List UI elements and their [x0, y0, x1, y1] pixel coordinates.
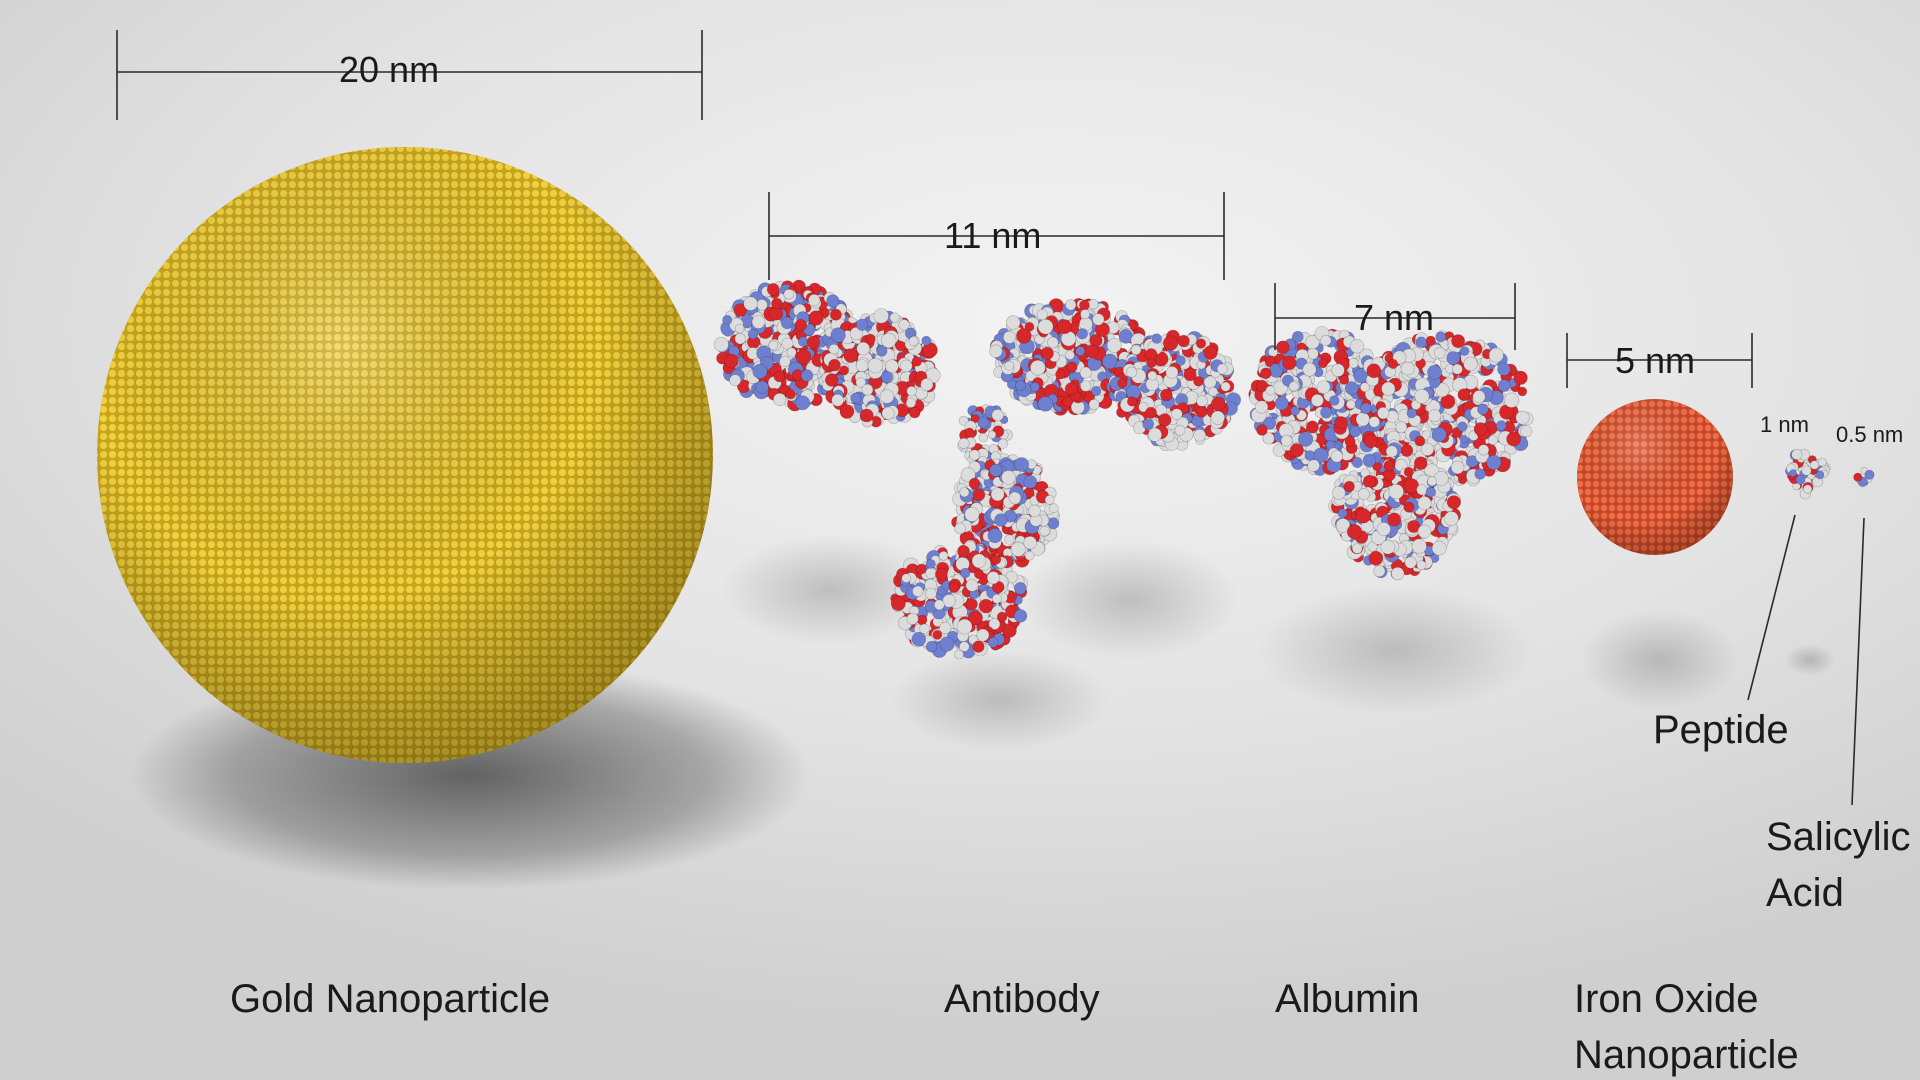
peptide-measurement: 1 nm [1760, 412, 1809, 437]
iron-oxide-label-line2: Nanoparticle [1574, 1033, 1799, 1077]
peptide-label: Peptide [1653, 708, 1789, 752]
salicylic-acid-label-line2: Acid [1766, 871, 1844, 915]
salicylic-acid-leader-line [1851, 517, 1865, 806]
salicylic-acid-label-line1: Salicylic [1766, 815, 1911, 859]
dimension-lines [116, 30, 1865, 806]
albumin-molecule [1248, 326, 1534, 581]
salicylic-acid-measurement: 0.5 nm [1836, 422, 1904, 447]
salicylic-acid-molecule [1853, 466, 1875, 487]
iron-oxide-nanoparticle-sphere [1577, 399, 1733, 555]
gold-nanoparticle-sphere [97, 147, 713, 763]
antibody-label: Antibody [944, 977, 1100, 1021]
peptide-leader-line [1747, 514, 1796, 701]
gold-measurement: 20 nm [339, 49, 440, 90]
antibody-molecule [713, 279, 1242, 660]
gold-nanoparticle-label: Gold Nanoparticle [230, 977, 551, 1021]
albumin-measurement: 7 nm [1354, 297, 1435, 338]
iron-oxide-measurement: 5 nm [1615, 340, 1696, 381]
antibody-measurement: 11 nm [944, 215, 1042, 256]
iron-oxide-label-line1: Iron Oxide [1574, 977, 1759, 1021]
peptide-molecule [1784, 448, 1831, 500]
albumin-label: Albumin [1275, 977, 1420, 1021]
